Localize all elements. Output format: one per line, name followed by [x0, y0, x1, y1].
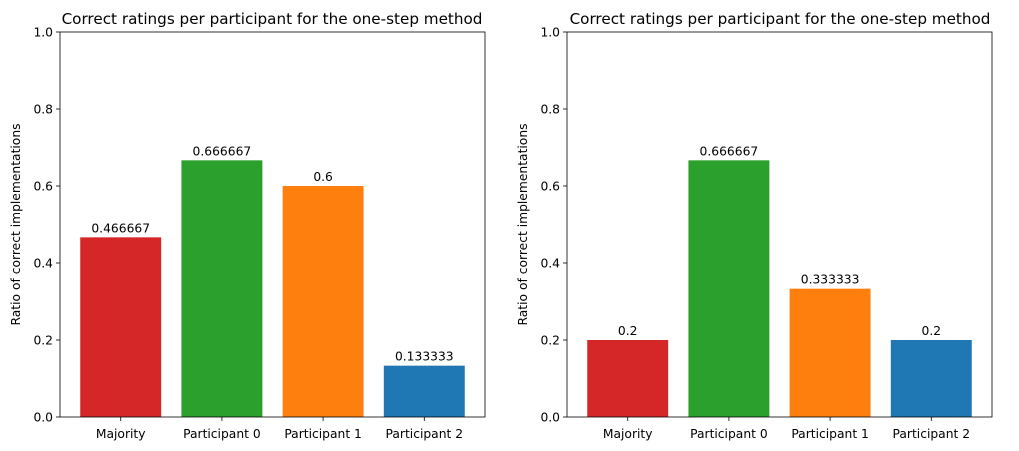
bar-participant-0 — [688, 160, 770, 418]
y-tick-label: 0.0 — [33, 411, 53, 425]
bar-value-label: 0.666667 — [700, 144, 759, 158]
bar-participant-1 — [282, 186, 364, 417]
axes-frame — [566, 31, 993, 418]
y-tick-label: 0.4 — [33, 257, 53, 271]
bar-majority — [587, 340, 669, 417]
x-tick-label: Participant 2 — [386, 427, 464, 441]
chart-panel-left: Correct ratings per participant for the … — [9, 10, 486, 441]
y-tick-label: 1.0 — [540, 26, 560, 40]
bar-value-label: 0.2 — [922, 324, 942, 338]
bar-majority — [80, 237, 162, 417]
x-tick-label: Participant 0 — [183, 427, 261, 441]
bar-value-label: 0.6 — [313, 170, 333, 184]
bar-participant-2 — [383, 365, 465, 417]
y-tick-label: 0.4 — [540, 257, 560, 271]
y-axis-label: Ratio of correct implementations — [516, 123, 530, 325]
x-tick-label: Majority — [96, 427, 146, 441]
y-axis-label: Ratio of correct implementations — [9, 123, 23, 325]
bar-value-label: 0.666667 — [193, 144, 252, 158]
axes-frame — [59, 31, 486, 418]
chart-title: Correct ratings per participant for the … — [62, 10, 483, 28]
x-tick-label: Participant 0 — [690, 427, 768, 441]
chart-panel-right: Correct ratings per participant for the … — [516, 10, 993, 441]
bar-value-label: 0.466667 — [91, 221, 150, 235]
bar-value-label: 0.333333 — [801, 273, 860, 287]
y-tick-label: 0.6 — [540, 180, 560, 194]
bar-participant-2 — [890, 340, 972, 417]
y-tick-label: 0.0 — [540, 411, 560, 425]
bar-participant-0 — [181, 160, 263, 418]
x-tick-label: Participant 1 — [284, 427, 362, 441]
y-tick-label: 0.2 — [33, 334, 53, 348]
y-tick-label: 1.0 — [33, 26, 53, 40]
bar-value-label: 0.2 — [618, 324, 638, 338]
x-tick-label: Majority — [603, 427, 653, 441]
y-tick-label: 0.8 — [540, 103, 560, 117]
x-tick-label: Participant 2 — [893, 427, 971, 441]
x-tick-label: Participant 1 — [791, 427, 869, 441]
bar-participant-1 — [789, 288, 871, 417]
y-tick-label: 0.8 — [33, 103, 53, 117]
bar-value-label: 0.133333 — [395, 350, 454, 364]
y-tick-label: 0.6 — [33, 180, 53, 194]
chart-title: Correct ratings per participant for the … — [570, 10, 991, 28]
y-tick-label: 0.2 — [540, 334, 560, 348]
